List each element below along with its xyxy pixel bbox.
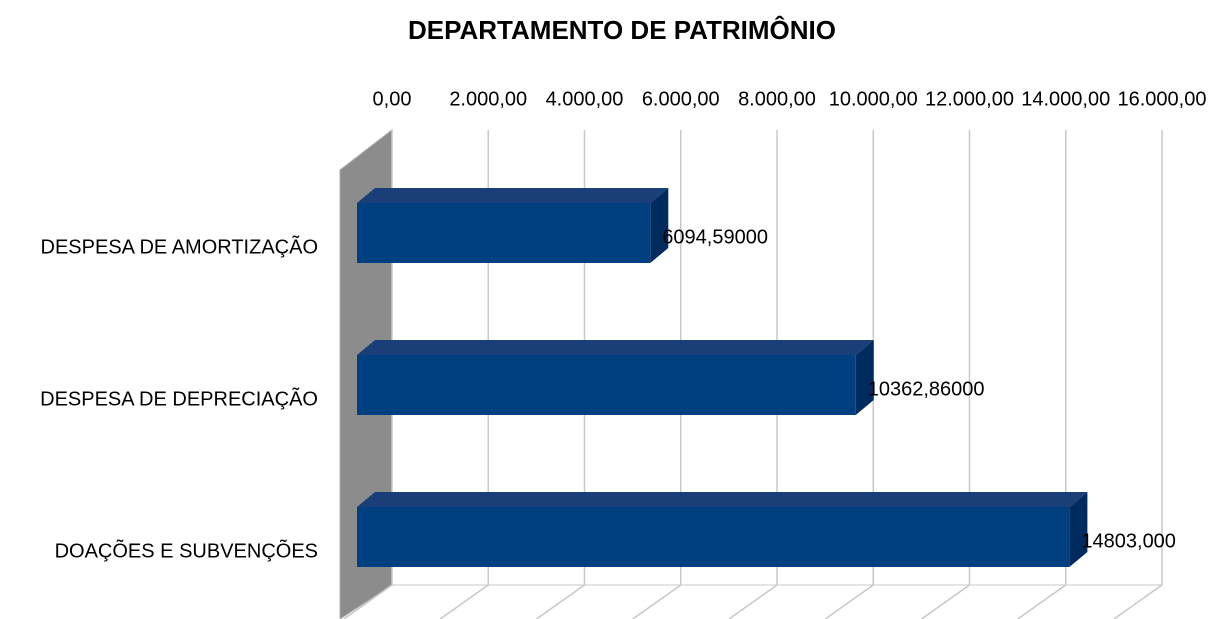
floor-line <box>1113 584 1163 619</box>
data-label: 10362,86000 <box>868 378 985 400</box>
bar-top <box>357 340 874 355</box>
x-tick-label: 6.000,00 <box>642 88 720 110</box>
bar-side <box>855 340 874 415</box>
chart-title: DEPARTAMENTO DE PATRIMÔNIO <box>408 15 836 45</box>
bar <box>357 507 1070 567</box>
bar-side <box>1069 492 1088 567</box>
x-tick-label: 0,00 <box>373 88 412 110</box>
data-label: 14803,000 <box>1081 530 1176 552</box>
floor-line <box>824 584 874 619</box>
data-label: 6094,59000 <box>662 226 768 248</box>
floor-line <box>632 584 682 619</box>
x-tick-label: 14.000,00 <box>1021 88 1110 110</box>
x-tick-label: 4.000,00 <box>546 88 624 110</box>
y-tick-label: DESPESA DE DEPRECIAÇÃO <box>40 386 318 410</box>
floor-line <box>1017 584 1067 619</box>
x-tick-label: 12.000,00 <box>925 88 1014 110</box>
x-tick-label: 16.000,00 <box>1118 88 1207 110</box>
bar-side <box>650 188 669 263</box>
y-tick-label: DOAÇÕES E SUBVENÇÕES <box>55 538 318 562</box>
x-tick-label: 10.000,00 <box>829 88 918 110</box>
floor-line <box>536 584 585 619</box>
bar <box>357 203 651 263</box>
bar-top <box>357 188 669 203</box>
floor-line <box>728 584 778 619</box>
bar-top <box>357 492 1088 507</box>
floor-line <box>343 584 393 619</box>
bar <box>357 355 856 415</box>
floor-line <box>439 584 489 619</box>
x-tick-label: 2.000,00 <box>449 88 527 110</box>
floor-line <box>921 584 970 619</box>
x-tick-label: 8.000,00 <box>738 88 816 110</box>
y-tick-label: DESPESA DE AMORTIZAÇÃO <box>41 234 318 258</box>
